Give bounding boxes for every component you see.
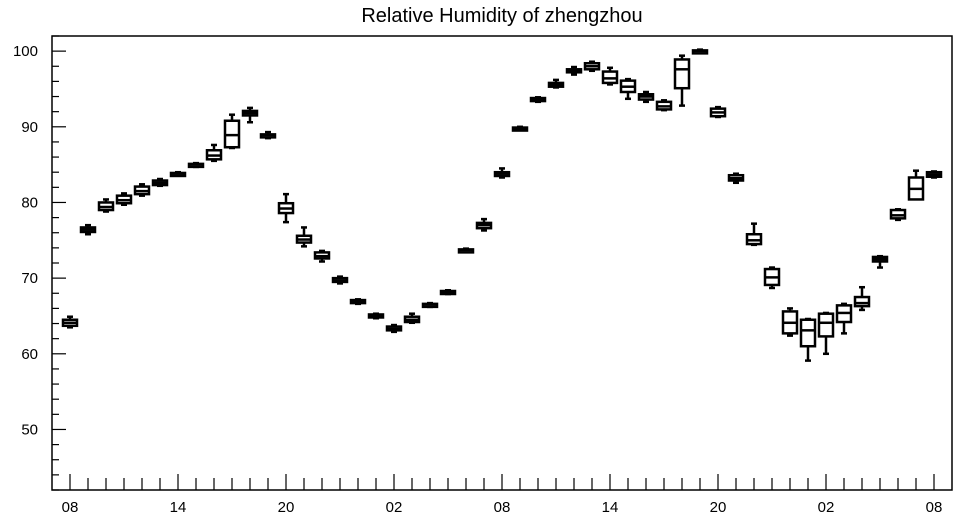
box-item (691, 48, 709, 55)
box-item (241, 106, 259, 124)
box-item (781, 307, 799, 337)
box-item (205, 143, 223, 163)
box-item (637, 90, 655, 104)
box-item (349, 298, 367, 306)
box-item (547, 78, 565, 89)
box-item (925, 170, 943, 179)
box-item (331, 275, 349, 285)
box-item (259, 130, 277, 140)
box-item (511, 125, 529, 132)
box-item (655, 99, 673, 112)
box-item (727, 172, 745, 185)
box-item (133, 183, 151, 197)
box-item (439, 288, 457, 296)
y-tick-label: 60 (21, 346, 38, 363)
x-tick-label: 08 (62, 499, 79, 516)
box-item (169, 170, 187, 178)
box-item (583, 60, 601, 73)
box-item (97, 198, 115, 213)
y-tick-label: 70 (21, 270, 38, 287)
box-item (565, 65, 583, 76)
box-item (907, 169, 925, 201)
x-axis: 08 14 20 02 08 14 20 02 08 (62, 474, 943, 516)
box-item (79, 223, 97, 236)
box-item (295, 226, 313, 248)
y-tick-label: 80 (21, 194, 38, 211)
box-iqr (799, 318, 817, 348)
box-item (151, 177, 169, 188)
box-item (313, 249, 331, 263)
box-item (601, 66, 619, 86)
box-iqr (673, 58, 691, 90)
box-item (871, 254, 889, 269)
box-iqr (853, 295, 871, 308)
box-item (709, 105, 727, 119)
chart-title: Relative Humidity of zhengzhou (361, 5, 642, 27)
box-item (457, 247, 475, 254)
box-item (817, 311, 835, 356)
y-axis: 50 60 70 80 90 100 (13, 35, 66, 491)
x-tick-label: 08 (926, 499, 943, 516)
x-tick-label: 14 (170, 499, 187, 516)
box-item (853, 285, 871, 312)
box-item (115, 192, 133, 206)
box-item (277, 192, 295, 224)
plot-frame (51, 35, 953, 491)
box-item (619, 77, 637, 101)
box-item (385, 323, 403, 334)
y-tick-label: 100 (13, 43, 38, 60)
box-item (421, 301, 439, 309)
box-series (61, 48, 943, 362)
box-item (673, 54, 691, 107)
x-tick-label: 20 (278, 499, 295, 516)
box-item (61, 315, 79, 329)
box-item (763, 266, 781, 290)
box-item (493, 167, 511, 179)
box-item (889, 208, 907, 222)
box-item (799, 317, 817, 362)
y-tick-label: 50 (21, 421, 38, 438)
axes-frame (51, 35, 953, 491)
x-tick-label: 08 (494, 499, 511, 516)
x-tick-label: 02 (818, 499, 835, 516)
box-item (745, 222, 763, 247)
box-item (475, 217, 493, 232)
box-item (403, 312, 421, 325)
box-iqr (817, 312, 835, 338)
x-tick-label: 14 (602, 499, 619, 516)
box-item (367, 312, 385, 320)
x-tick-label: 20 (710, 499, 727, 516)
box-item (223, 113, 241, 150)
x-tick-label: 02 (386, 499, 403, 516)
box-item (529, 96, 547, 104)
box-item (835, 302, 853, 335)
y-tick-label: 90 (21, 119, 38, 136)
box-item (187, 161, 205, 169)
